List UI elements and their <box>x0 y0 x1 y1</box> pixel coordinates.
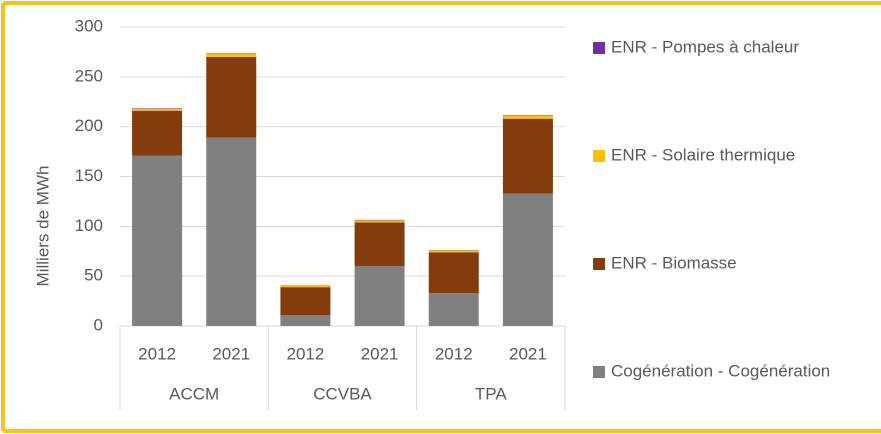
bar-segment <box>502 115 553 119</box>
bar-segment <box>354 220 405 223</box>
bar-segment <box>206 56 257 138</box>
legend-label: Cogénération - Cogénération <box>611 361 830 380</box>
bar-segment <box>428 250 479 253</box>
legend-label: ENR - Biomasse <box>611 253 737 272</box>
bar-segment <box>280 285 331 288</box>
bar-segment <box>354 266 405 326</box>
group-label: ACCM <box>169 384 219 403</box>
bar-segment <box>132 110 183 156</box>
y-tick-label: 250 <box>75 66 103 85</box>
x-tick-label: 2012 <box>435 344 473 363</box>
y-tick-label: 200 <box>75 116 103 135</box>
group-label: TPA <box>475 384 507 403</box>
legend-swatch <box>593 42 605 54</box>
legend-label: ENR - Pompes à chaleur <box>611 37 799 56</box>
legend-swatch <box>593 366 605 378</box>
y-tick-label: 300 <box>75 16 103 35</box>
bar-segment <box>502 118 553 194</box>
bar-segment <box>428 293 479 326</box>
y-tick-label: 150 <box>75 166 103 185</box>
bar-segment <box>206 53 257 57</box>
y-tick-label: 0 <box>94 315 103 334</box>
legend-label: ENR - Solaire thermique <box>611 145 795 164</box>
group-label: CCVBA <box>313 384 372 403</box>
bar-segment <box>502 193 553 326</box>
x-tick-label: 2012 <box>138 344 176 363</box>
bar-segment <box>280 287 331 316</box>
x-tick-label: 2021 <box>212 344 250 363</box>
y-tick-label: 100 <box>75 216 103 235</box>
x-tick-label: 2012 <box>287 344 325 363</box>
bar-segment <box>132 108 183 111</box>
bar-segment <box>280 315 331 326</box>
legend-swatch <box>593 258 605 270</box>
bar-segment <box>132 155 183 326</box>
legend-swatch <box>593 150 605 162</box>
bar-segment <box>206 137 257 326</box>
x-tick-label: 2021 <box>361 344 399 363</box>
bar-segment <box>428 252 479 294</box>
bar-segment <box>354 222 405 267</box>
y-axis-label: Milliers de MWh <box>33 166 52 287</box>
x-tick-label: 2021 <box>509 344 547 363</box>
y-tick-label: 50 <box>84 266 103 285</box>
